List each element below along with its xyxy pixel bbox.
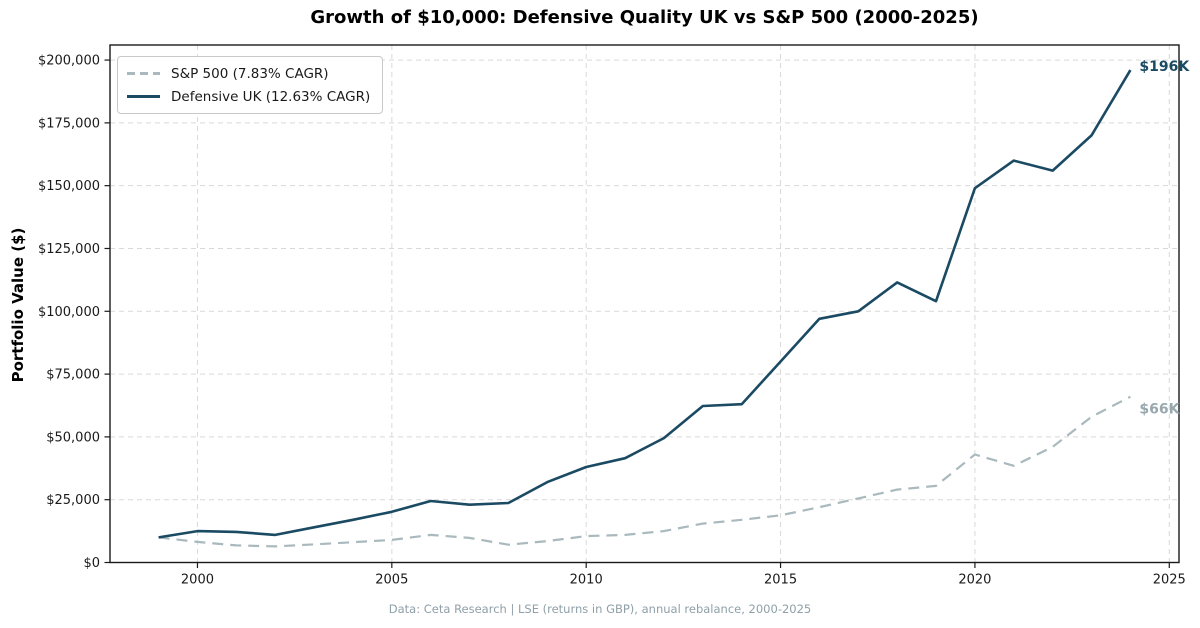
y-tick-label: $200,000 [38,54,100,69]
sp500-series-line [158,395,1131,548]
legend-label-sp500: S&P 500 (7.83% CAGR) [171,65,329,82]
sp500-dashed-line-swatch [127,72,160,75]
legend-item-defensive-uk: Defensive UK (12.63% CAGR) [127,85,370,108]
legend: S&P 500 (7.83% CAGR) Defensive UK (12.63… [117,56,384,114]
chart-title: Growth of $10,000: Defensive Quality UK … [310,7,979,28]
x-tick-label: 2010 [570,573,603,588]
x-tick-label: 2005 [375,573,408,588]
defensive-series-line [158,69,1132,539]
x-tick-label: 2020 [958,573,991,588]
data-source-caption: Data: Ceta Research | LSE (returns in GB… [388,602,812,616]
y-tick-label: $100,000 [38,305,100,320]
y-tick-label: $125,000 [38,242,100,257]
y-tick-label: $75,000 [46,368,100,383]
legend-item-sp500: S&P 500 (7.83% CAGR) [127,62,370,85]
defensive-end-label: $196K [1139,59,1190,75]
defensive-solid-line-swatch [127,95,160,98]
x-tick-label: 2015 [764,573,797,588]
y-tick-label: $150,000 [38,179,100,194]
x-tick-label: 2025 [1153,573,1186,588]
legend-label-defensive-uk: Defensive UK (12.63% CAGR) [171,88,371,105]
y-tick-label: $50,000 [46,430,100,445]
x-tick-label: 2000 [181,573,214,588]
y-tick-label: $25,000 [46,493,100,508]
y-tick-label: $0 [83,556,100,571]
sp500-end-label: $66K [1139,402,1180,418]
y-tick-label: $175,000 [38,116,100,131]
axis-frame [109,44,1180,564]
